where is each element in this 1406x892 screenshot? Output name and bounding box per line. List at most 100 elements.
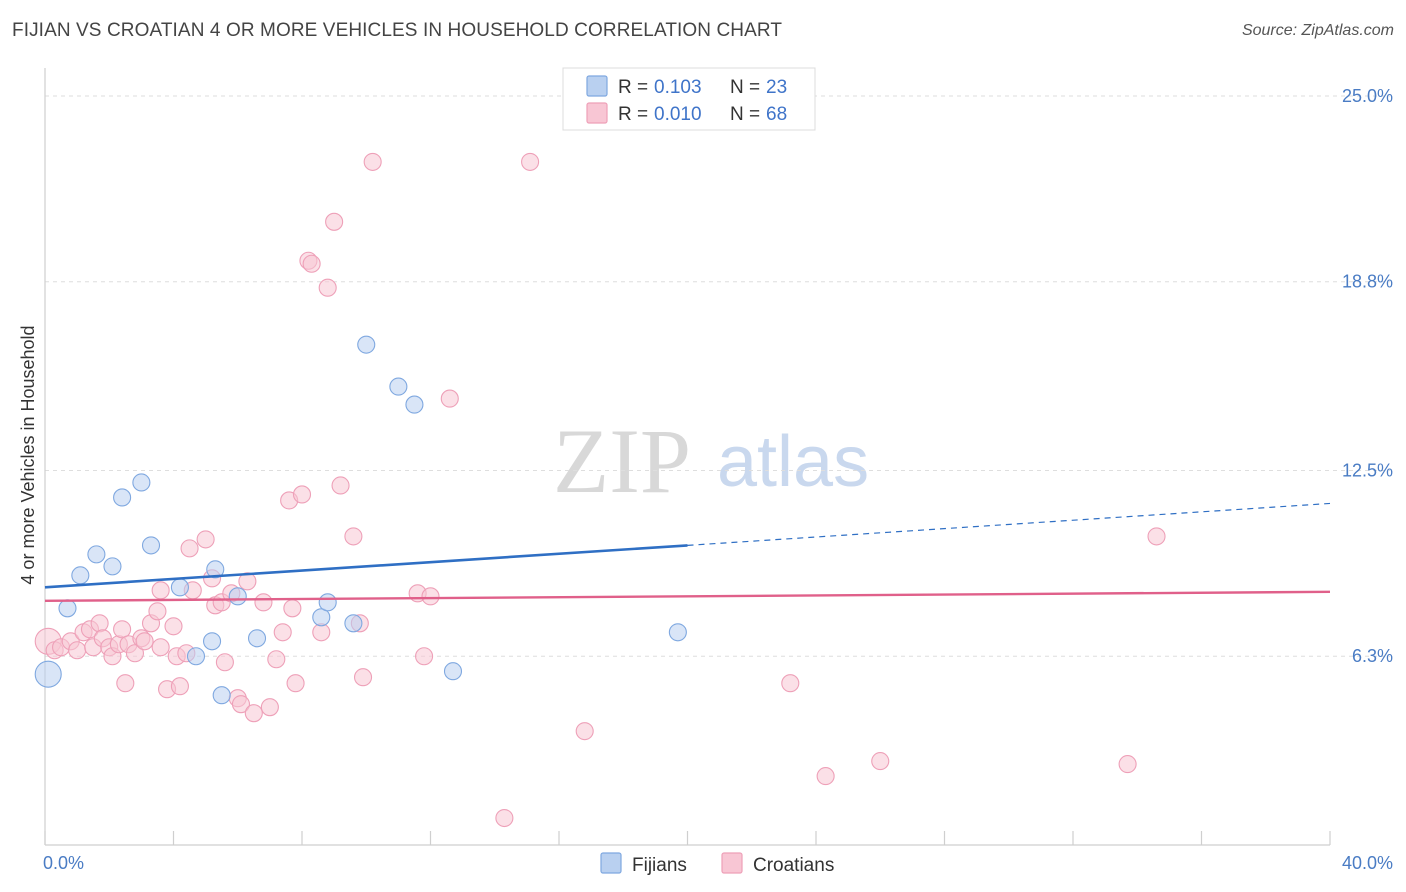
legend-n-label-croatians: N =	[730, 104, 760, 125]
croatians-point	[164, 617, 183, 636]
croatians-point	[135, 632, 154, 651]
legend-n-value-fijians: 23	[766, 77, 787, 98]
x-tick-labels: 0.0% 40.0%	[43, 853, 1393, 873]
croatians-point	[215, 653, 234, 672]
croatians-point	[151, 581, 170, 600]
fijians-point	[170, 578, 189, 597]
fijians-point	[206, 560, 225, 579]
fijians-point	[443, 662, 463, 681]
croatians-point	[353, 668, 373, 687]
fijians-point	[103, 557, 122, 576]
legend-swatch-fijians	[586, 75, 608, 97]
x-tick-label: 0.0%	[43, 853, 84, 873]
croatians-point	[1118, 755, 1137, 774]
croatians-point	[231, 695, 251, 714]
fijians-point	[58, 599, 77, 618]
fijians-point	[34, 660, 62, 688]
croatians-point	[254, 593, 273, 612]
croatians-point	[196, 530, 215, 549]
fijians-point	[405, 395, 424, 414]
legend-r-value-fijians: 0.103	[654, 77, 702, 98]
watermark-atlas: atlas	[717, 422, 869, 502]
axes	[44, 68, 1331, 846]
grid-lines	[45, 95, 1390, 657]
fijians-point	[228, 587, 247, 606]
croatians-point	[575, 722, 594, 741]
chart-title: FIJIAN VS CROATIAN 4 OR MORE VEHICLES IN…	[12, 20, 783, 41]
croatians-point	[521, 152, 540, 171]
croatians-point	[363, 152, 382, 171]
bottom-legend-label-croatians: Croatians	[753, 855, 834, 876]
croatians-point	[151, 638, 170, 657]
fijians-point	[312, 608, 331, 627]
croatians-point	[244, 704, 263, 723]
croatians-trend-line	[44, 590, 1331, 603]
croatians-point	[292, 485, 312, 504]
legend-r-label-croatians: R =	[618, 104, 648, 125]
croatians-point	[871, 752, 890, 771]
croatians-point	[318, 278, 337, 297]
fijians-point	[247, 629, 267, 648]
croatians-point	[273, 623, 292, 642]
croatians-point	[344, 527, 363, 546]
croatians-point	[90, 614, 109, 633]
fijians-point	[113, 488, 132, 507]
y-tick-label: 6.3%	[1352, 646, 1393, 666]
croatians-point	[325, 212, 344, 231]
legend-n-label-fijians: N =	[730, 77, 760, 98]
fijians-trend-extension	[687, 502, 1331, 546]
fijians-point	[203, 632, 222, 651]
correlation-legend: R = 0.103 N = 23 R = 0.010 N = 68	[562, 67, 816, 131]
croatians-points	[34, 152, 1166, 828]
croatians-point	[260, 698, 279, 717]
croatians-point	[302, 254, 321, 273]
croatians-point	[816, 767, 835, 786]
fijians-point	[389, 377, 408, 396]
croatians-point	[1147, 527, 1166, 546]
croatians-point	[170, 677, 189, 696]
fijians-point	[71, 566, 90, 585]
croatians-point	[286, 674, 305, 693]
fijians-point	[318, 593, 337, 612]
croatians-point	[415, 647, 434, 666]
croatians-point	[283, 599, 302, 618]
fijians-point	[141, 536, 161, 555]
fijians-point	[668, 623, 687, 642]
fijians-point	[87, 545, 106, 564]
croatians-point	[113, 620, 132, 639]
fijians-point	[357, 335, 376, 354]
y-tick-label: 25.0%	[1342, 86, 1393, 106]
bottom-legend-swatch-fijians	[600, 852, 622, 874]
fijians-trend-line	[44, 544, 688, 589]
fijians-point	[132, 473, 151, 492]
fijians-points	[34, 335, 687, 705]
source-label: Source: ZipAtlas.com	[1241, 22, 1394, 39]
fijians-point	[186, 647, 206, 666]
legend-r-label-fijians: R =	[618, 77, 648, 98]
fijians-point	[344, 614, 363, 633]
x-tick-label: 40.0%	[1342, 853, 1393, 873]
croatians-point	[495, 808, 514, 828]
croatians-point	[116, 674, 135, 693]
croatians-point	[781, 674, 800, 693]
croatians-point	[421, 587, 440, 606]
bottom-legend-label-fijians: Fijians	[632, 855, 687, 876]
trend-lines	[44, 502, 1331, 603]
croatians-point	[125, 644, 144, 663]
croatians-point	[331, 476, 350, 495]
y-tick-label: 18.8%	[1342, 272, 1393, 292]
y-tick-label: 12.5%	[1342, 460, 1393, 480]
croatians-point	[180, 539, 199, 558]
croatians-point	[148, 602, 167, 621]
watermark-zip: ZIP	[553, 410, 691, 512]
legend-r-value-croatians: 0.010	[654, 104, 702, 125]
series-legend: Fijians Croatians	[600, 852, 834, 876]
y-tick-labels: 6.3% 12.5% 18.8% 25.0%	[1342, 86, 1393, 666]
legend-swatch-croatians	[586, 102, 608, 124]
croatians-point	[267, 650, 286, 669]
croatians-point	[440, 389, 459, 408]
bottom-legend-swatch-croatians	[721, 852, 743, 874]
croatians-point	[68, 641, 87, 660]
fijians-point	[212, 686, 231, 705]
